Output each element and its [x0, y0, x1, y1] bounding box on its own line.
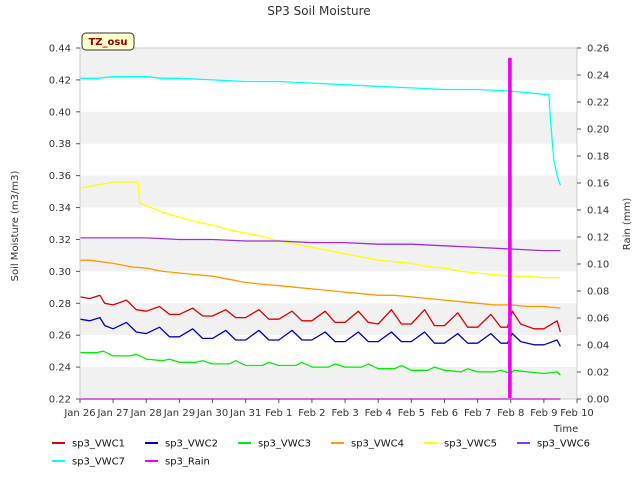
legend-label-sp3-vwc5: sp3_VWC5 — [444, 439, 497, 450]
y-tick-label: 0.22 — [49, 395, 71, 406]
x-tick-label: Jan 29 — [163, 408, 195, 419]
y-tick-label: 0.42 — [49, 75, 71, 86]
y2-tick-label: 0.02 — [587, 368, 609, 379]
y-tick-label: 0.32 — [49, 235, 71, 246]
y-tick-label: 0.24 — [49, 363, 71, 374]
x-tick-label: Feb 3 — [331, 408, 358, 419]
grid-band — [80, 239, 577, 272]
x-tick-label: Feb 2 — [298, 408, 325, 419]
y2-tick-label: 0.12 — [587, 233, 609, 244]
legend-label-sp3-vwc2: sp3_VWC2 — [165, 439, 218, 450]
grid-band — [80, 367, 577, 399]
y-tick-label: 0.26 — [49, 331, 71, 342]
y2-tick-label: 0.00 — [587, 395, 609, 406]
y-tick-label: 0.28 — [49, 299, 71, 310]
y-tick-label: 0.40 — [49, 107, 71, 118]
x-axis-title: Time — [553, 424, 578, 435]
series-line-sp3-vwc7 — [80, 76, 562, 186]
legend-label-sp3-vwc3: sp3_VWC3 — [258, 439, 311, 450]
legend-label-sp3-vwc1: sp3_VWC1 — [72, 439, 125, 450]
series-line-sp3-vwc4 — [80, 259, 561, 309]
y-axis-title: Soil Moisture (m3/m3) — [10, 171, 21, 282]
series-line-sp3-vwc3 — [80, 350, 561, 376]
x-tick-label: Jan 27 — [96, 408, 128, 419]
x-tick-label: Feb 9 — [530, 408, 557, 419]
y2-tick-label: 0.06 — [587, 314, 609, 325]
y2-tick-label: 0.04 — [587, 341, 609, 352]
x-tick-label: Feb 7 — [464, 408, 491, 419]
y2-axis-title: Rain (mm) — [622, 198, 633, 251]
grid-band — [80, 175, 577, 208]
legend-label-sp3-vwc7: sp3_VWC7 — [72, 457, 125, 468]
y2-tick-label: 0.10 — [587, 260, 609, 271]
legend-label-sp3-vwc6: sp3_VWC6 — [537, 439, 590, 450]
x-tick-label: Feb 5 — [398, 408, 425, 419]
legend-label-sp3-vwc4: sp3_VWC4 — [351, 439, 404, 450]
series-line-sp3-vwc1 — [79, 294, 562, 333]
x-tick-label: Feb 6 — [431, 408, 458, 419]
y2-tick-label: 0.08 — [587, 287, 609, 298]
legend-label-sp3-rain: sp3_Rain — [165, 457, 210, 468]
plot-frame — [79, 47, 578, 400]
legend: sp3_VWC1 sp3_VWC2 sp3_VWC3 sp3_VWC4 sp3_VWC5… — [52, 439, 590, 468]
chart-title: SP3 Soil Moisture — [267, 4, 370, 18]
tz-annotation-box — [81, 32, 135, 51]
x-tick-label: Jan 31 — [229, 408, 261, 419]
x-tick-label: Jan 30 — [196, 408, 228, 419]
y2-tick-label: 0.20 — [587, 125, 609, 136]
series-line-sp3-vwc5 — [79, 181, 561, 279]
y2-tick-label: 0.26 — [587, 44, 609, 55]
y-tick-label: 0.44 — [49, 44, 71, 55]
tz-annotation: TZ_osu — [81, 32, 135, 51]
x-tick-label: Feb 10 — [560, 408, 594, 419]
y2-tick-label: 0.24 — [587, 71, 609, 82]
grid-band — [80, 111, 577, 144]
y-tick-label: 0.30 — [49, 267, 71, 278]
x-tick-label: Jan 28 — [130, 408, 162, 419]
y2-tick-label: 0.14 — [587, 206, 609, 217]
x-tick-label: Feb 4 — [365, 408, 392, 419]
series-line-sp3-vwc2 — [79, 316, 561, 347]
y-tick-label: 0.38 — [49, 139, 71, 150]
tz-annotation-label: TZ_osu — [88, 37, 127, 48]
y2-tick-label: 0.16 — [587, 179, 609, 190]
axes: Jan 26 Jan 27 Jan 28 Jan 29 Jan 30 Jan 31 Feb … — [49, 44, 610, 420]
y-tick-label: 0.36 — [49, 171, 71, 182]
x-tick-label: Feb 1 — [265, 408, 292, 419]
y2-tick-label: 0.18 — [587, 152, 609, 163]
grid-band — [80, 48, 577, 80]
x-tick-label: Feb 8 — [497, 408, 524, 419]
series-line-sp3-vwc6 — [80, 237, 561, 252]
x-tick-label: Jan 26 — [63, 408, 95, 419]
y2-tick-label: 0.22 — [587, 98, 609, 109]
y-tick-label: 0.34 — [49, 203, 71, 214]
